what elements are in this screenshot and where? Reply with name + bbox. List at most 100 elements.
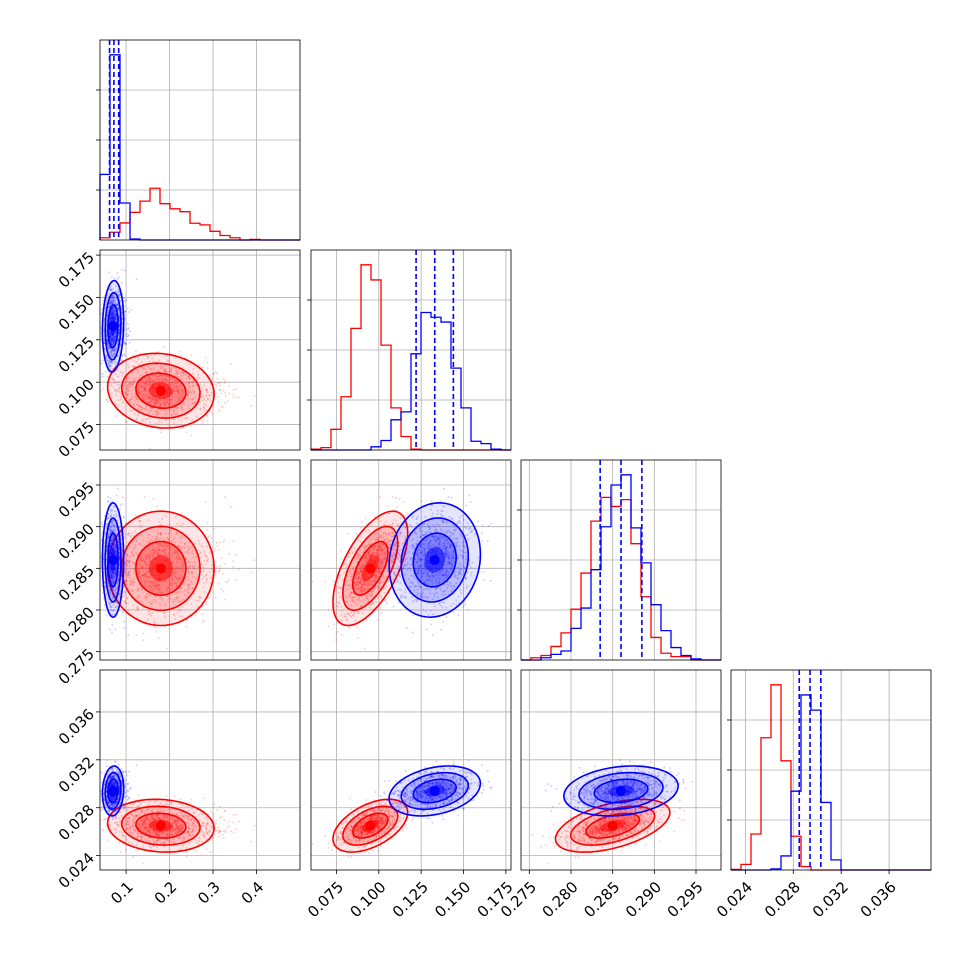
- scatter-point: [148, 383, 151, 386]
- scatter-point: [184, 542, 187, 545]
- scatter-point: [206, 420, 209, 423]
- scatter-point: [113, 340, 116, 343]
- scatter-point: [109, 545, 112, 548]
- scatter-point: [180, 354, 183, 357]
- scatter-point: [169, 382, 172, 385]
- scatter-point: [160, 534, 163, 537]
- scatter-point: [111, 522, 114, 525]
- scatter-point: [182, 370, 185, 373]
- scatter-point: [187, 567, 190, 570]
- scatter-point: [201, 422, 204, 425]
- scatter-point: [120, 398, 123, 401]
- scatter-point: [253, 559, 256, 562]
- scatter-point: [181, 395, 184, 398]
- scatter-point: [141, 558, 144, 561]
- scatter-point: [188, 541, 191, 544]
- scatter-point: [346, 532, 349, 535]
- scatter-point: [153, 552, 156, 555]
- scatter-point: [188, 407, 191, 410]
- scatter-point: [115, 314, 118, 317]
- scatter-point: [173, 406, 176, 409]
- scatter-point: [324, 580, 327, 583]
- scatter-point: [117, 293, 120, 296]
- scatter-point: [156, 529, 159, 532]
- scatter-point: [118, 551, 121, 554]
- scatter-point: [101, 372, 104, 375]
- scatter-point: [179, 541, 182, 544]
- scatter-point: [107, 516, 110, 519]
- scatter-point: [117, 540, 120, 543]
- scatter-point: [106, 342, 109, 345]
- scatter-point: [163, 367, 166, 370]
- scatter-point: [126, 586, 129, 589]
- scatter-point: [187, 393, 190, 396]
- scatter-point: [202, 396, 205, 399]
- scatter-point: [125, 328, 128, 331]
- scatter-point: [116, 597, 119, 600]
- scatter-point: [149, 594, 152, 597]
- scatter-point: [158, 408, 161, 411]
- scatter-point: [107, 345, 110, 348]
- scatter-point: [141, 559, 144, 562]
- scatter-point: [123, 341, 126, 344]
- scatter-point: [111, 530, 114, 533]
- scatter-point: [114, 588, 117, 591]
- scatter-point: [387, 591, 390, 594]
- scatter-point: [109, 605, 112, 608]
- scatter-point: [146, 401, 149, 404]
- scatter-point: [193, 592, 196, 595]
- scatter-point: [186, 588, 189, 591]
- scatter-point: [163, 370, 166, 373]
- scatter-point: [121, 354, 124, 357]
- scatter-point: [117, 276, 120, 279]
- scatter-point: [153, 583, 156, 586]
- scatter-point: [146, 547, 149, 550]
- scatter-point: [187, 374, 190, 377]
- scatter-point: [111, 598, 114, 601]
- scatter-point: [123, 594, 126, 597]
- scatter-point: [182, 565, 185, 568]
- scatter-point: [177, 600, 180, 603]
- scatter-point: [110, 315, 113, 318]
- scatter-point: [191, 380, 194, 383]
- scatter-point: [450, 496, 453, 499]
- scatter-point: [218, 389, 221, 392]
- scatter-point: [112, 540, 115, 543]
- scatter-point: [160, 378, 163, 381]
- scatter-point: [222, 389, 225, 392]
- scatter-point: [113, 524, 116, 527]
- scatter-point: [191, 571, 194, 574]
- scatter-point: [113, 349, 116, 352]
- scatter-point: [178, 577, 181, 580]
- scatter-point: [120, 574, 123, 577]
- scatter-point: [140, 390, 143, 393]
- scatter-point: [111, 306, 114, 309]
- scatter-point: [187, 552, 190, 555]
- scatter-point: [148, 380, 151, 383]
- scatter-point: [162, 544, 165, 547]
- scatter-point: [218, 382, 221, 385]
- scatter-point: [152, 554, 155, 557]
- scatter-point: [124, 343, 127, 346]
- scatter-point: [206, 361, 209, 364]
- scatter-point: [186, 416, 189, 419]
- scatter-point: [149, 368, 152, 371]
- scatter-point: [168, 403, 171, 406]
- scatter-point: [143, 388, 146, 391]
- scatter-point: [153, 398, 156, 401]
- scatter-point: [118, 324, 121, 327]
- scatter-point: [117, 308, 120, 311]
- scatter-point: [228, 392, 231, 395]
- scatter-point: [114, 313, 117, 316]
- scatter-point: [116, 582, 119, 585]
- scatter-point: [136, 414, 139, 417]
- scatter-point: [154, 404, 157, 407]
- scatter-point: [128, 580, 131, 583]
- scatter-point: [137, 404, 140, 407]
- scatter-point: [110, 308, 113, 311]
- scatter-point: [144, 390, 147, 393]
- scatter-point: [145, 574, 148, 577]
- scatter-point: [156, 401, 159, 404]
- scatter-point: [187, 375, 190, 378]
- scatter-point: [117, 389, 120, 392]
